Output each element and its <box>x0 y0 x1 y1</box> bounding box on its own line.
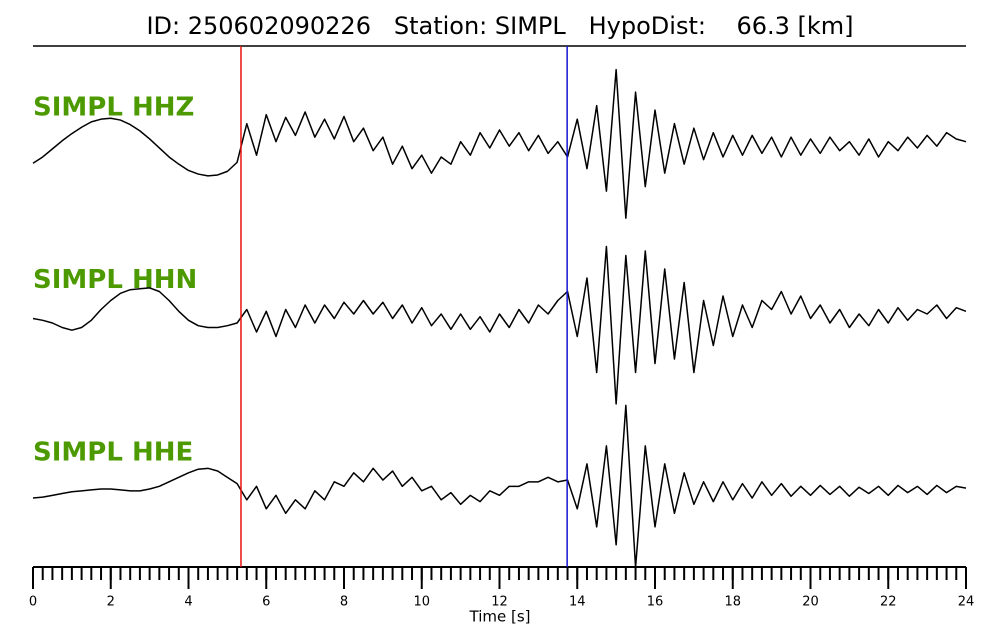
x-tick-label: 10 <box>413 595 430 610</box>
x-tick-label: 24 <box>958 595 975 610</box>
x-tick-label: 22 <box>880 595 897 610</box>
x-tick-label: 0 <box>29 595 37 610</box>
x-tick-label: 2 <box>107 595 115 610</box>
waveform <box>32 245 967 405</box>
trace-label: SIMPL HHN <box>33 265 197 295</box>
chart-title: ID: 250602090226 Station: SIMPL HypoDist… <box>146 12 853 40</box>
x-tick-label: 12 <box>491 595 508 610</box>
x-tick-label: 14 <box>569 595 586 610</box>
waveform <box>32 404 967 569</box>
x-tick-label: 18 <box>724 595 741 610</box>
x-axis-label: Time [s] <box>469 608 531 626</box>
x-tick-label: 4 <box>184 595 192 610</box>
trace-label: SIMPL HHZ <box>33 93 194 123</box>
waveform <box>32 68 967 219</box>
trace-label: SIMPL HHE <box>33 437 193 467</box>
x-tick-label: 8 <box>340 595 348 610</box>
x-tick-label: 6 <box>262 595 270 610</box>
x-tick-label: 16 <box>647 595 664 610</box>
x-tick-label: 20 <box>802 595 819 610</box>
